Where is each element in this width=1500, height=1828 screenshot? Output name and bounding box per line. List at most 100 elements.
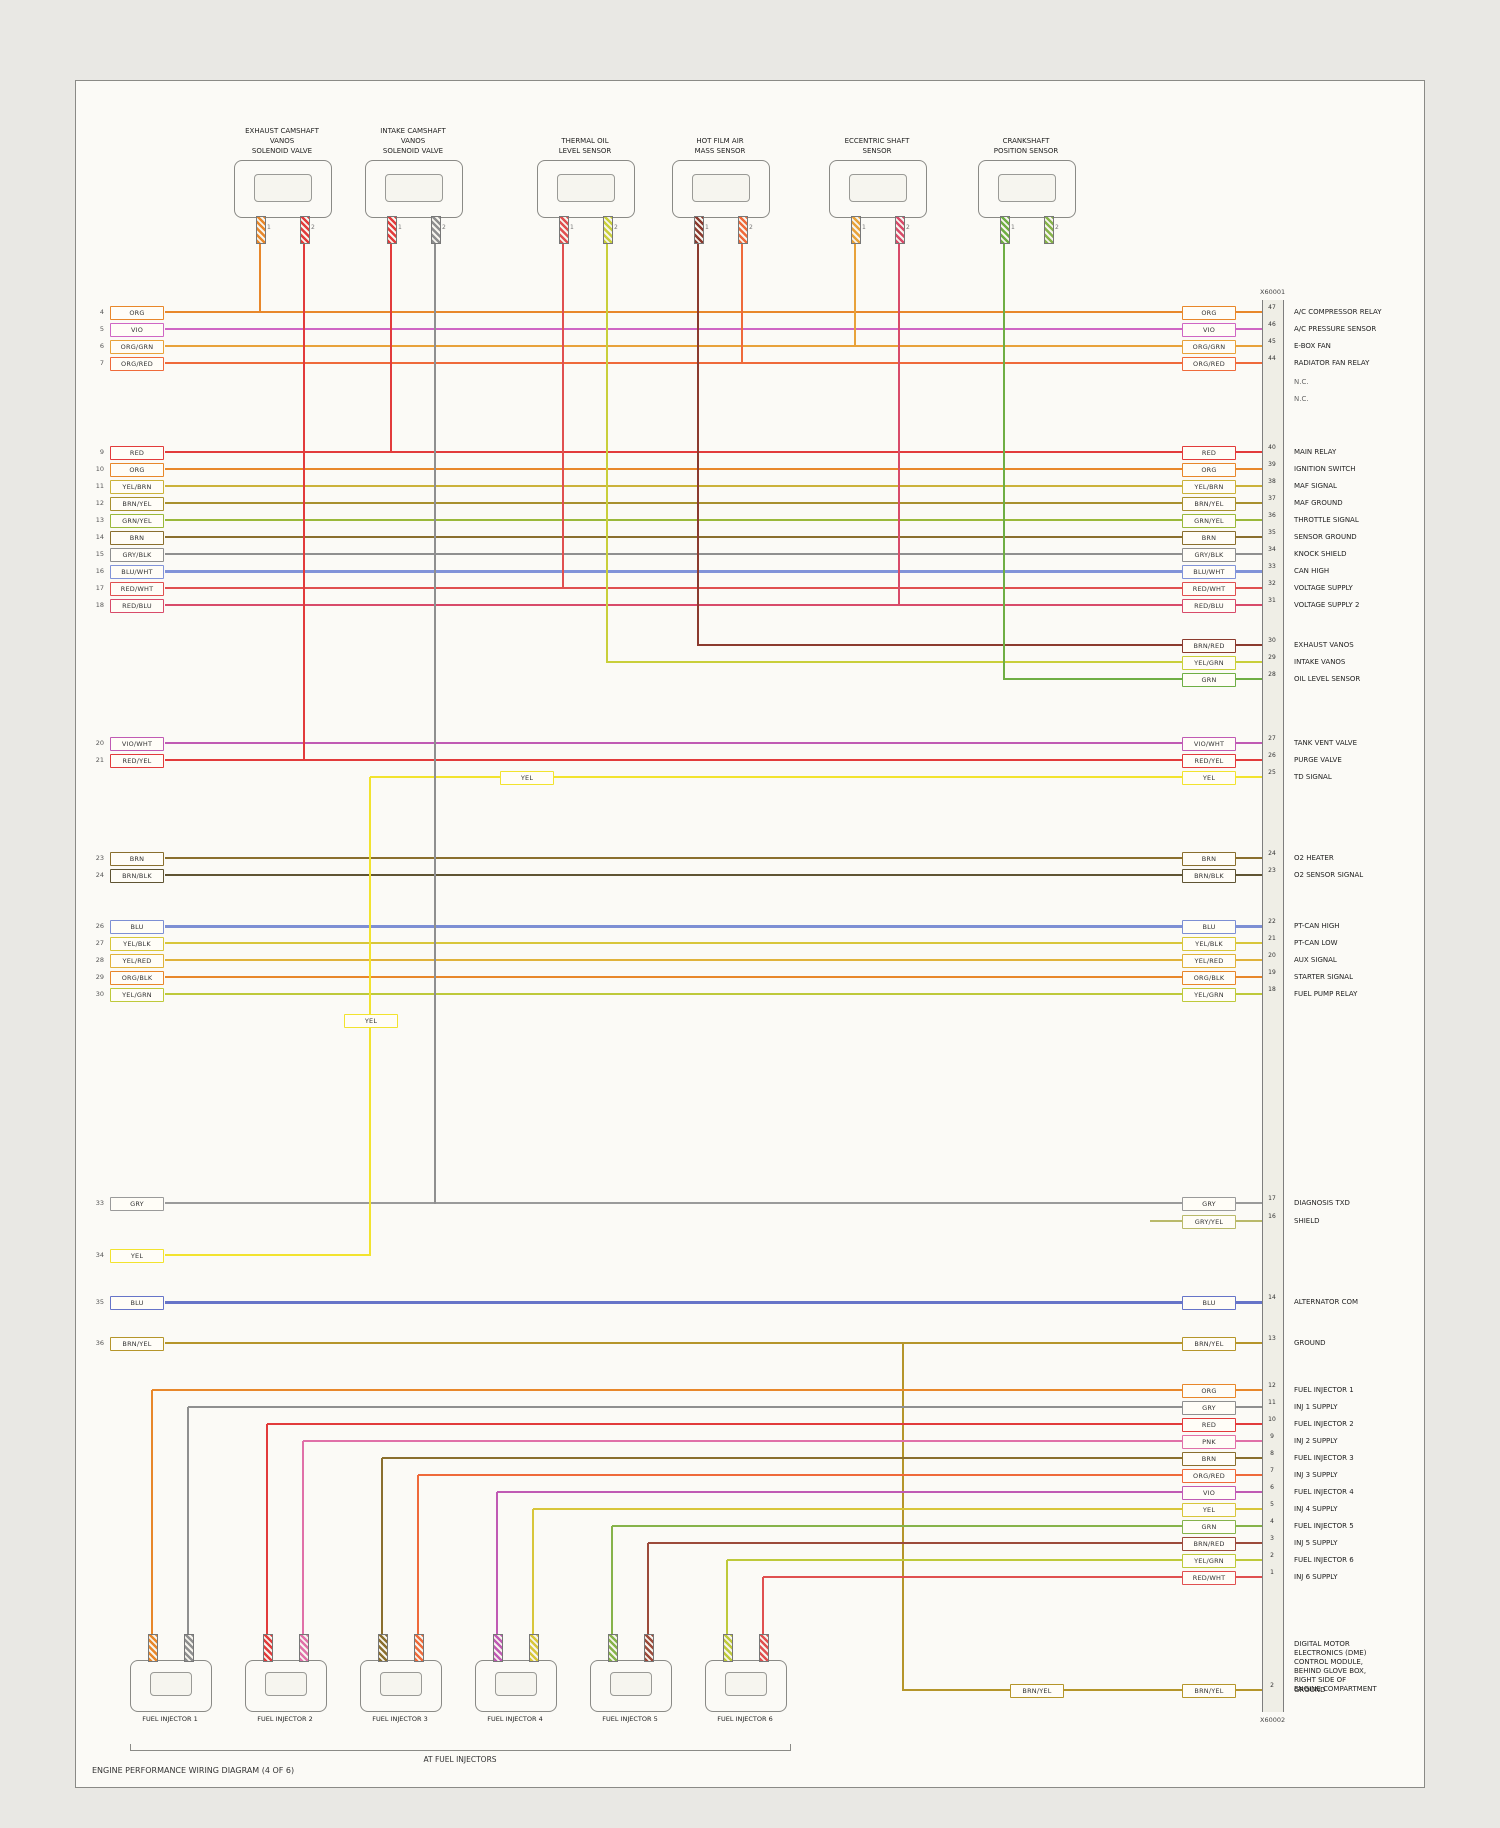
pin-description: FUEL INJECTOR 4: [1294, 1488, 1354, 1496]
wire: [697, 242, 699, 646]
left-pin-number: 12: [95, 499, 104, 507]
component-label: SENSOR: [862, 147, 892, 155]
wire-color-label: GRY/BLK: [1182, 548, 1236, 562]
pin-description: TD SIGNAL: [1294, 773, 1332, 781]
wire: [165, 1301, 1262, 1304]
wire-color-label: RED/YEL: [110, 754, 164, 768]
wire-color-label: RED/BLU: [110, 599, 164, 613]
bus-pin-number: 20: [1268, 952, 1276, 959]
injector-coil-symbol: [380, 1672, 422, 1696]
pin-description: FUEL PUMP RELAY: [1294, 990, 1358, 998]
wire: [417, 1475, 419, 1635]
wire: [434, 242, 436, 1204]
pin-stub: [851, 216, 861, 244]
pin-description: VOLTAGE SUPPLY 2: [1294, 601, 1360, 609]
wire-color-label: BRN: [1182, 1452, 1236, 1466]
pin-stub: [299, 1634, 309, 1662]
wire-color-label: BRN/BLK: [110, 869, 164, 883]
control-module-caption: DIGITAL MOTOR ELECTRONICS (DME) CONTROL MO…: [1294, 1640, 1377, 1694]
pin-description: VOLTAGE SUPPLY: [1294, 584, 1353, 592]
pin-description: PT-CAN LOW: [1294, 939, 1338, 947]
wire-color-label: BLU/WHT: [1182, 565, 1236, 579]
bus-connector-id-bottom: X60002: [1260, 1716, 1286, 1724]
injector-bracket-tick-right: [790, 1744, 791, 1751]
wire-color-label: VIO: [1182, 323, 1236, 337]
pin-description: STARTER SIGNAL: [1294, 973, 1353, 981]
pin-stub: [1044, 216, 1054, 244]
pin-stub: [431, 216, 441, 244]
wire: [902, 1343, 904, 1691]
wire-color-label: BLU: [1182, 1296, 1236, 1310]
pin-description: RADIATOR FAN RELAY: [1294, 359, 1370, 367]
pin-stub: [759, 1634, 769, 1662]
module-caption-line: DIGITAL MOTOR: [1294, 1640, 1350, 1648]
pin-description: FUEL INJECTOR 3: [1294, 1454, 1354, 1462]
pin-description: PT-CAN HIGH: [1294, 922, 1340, 930]
injector-box: [130, 1660, 212, 1712]
wire: [648, 1542, 1262, 1544]
wire: [165, 1254, 370, 1256]
bus-pin-number: 11: [1268, 1399, 1276, 1406]
wire: [267, 1423, 1262, 1425]
component-connector-symbol: [254, 174, 312, 202]
left-pin-number: 10: [95, 465, 104, 473]
pin-description: O2 SENSOR SIGNAL: [1294, 871, 1364, 879]
wire: [165, 536, 1262, 538]
pin-description: INJ 2 SUPPLY: [1294, 1437, 1338, 1445]
bus-pin-number: 2: [1270, 1552, 1274, 1559]
component-connector-symbol: [998, 174, 1056, 202]
bus-pin-number: 36: [1268, 512, 1276, 519]
wire-color-label: BRN: [110, 531, 164, 545]
injector-box: [590, 1660, 672, 1712]
wire: [165, 1202, 1262, 1204]
pin-stub: [738, 216, 748, 244]
wire-color-label: BRN/YEL: [1010, 1684, 1064, 1698]
pin-description: GROUND: [1294, 1339, 1326, 1347]
wire: [370, 776, 1262, 778]
bus-pin-number: 47: [1268, 304, 1276, 311]
component-label: ECCENTRIC SHAFT: [844, 137, 910, 145]
wire-color-label: GRY: [1182, 1401, 1236, 1415]
pin-description: INJ 4 SUPPLY: [1294, 1505, 1338, 1513]
pin-description: TANK VENT VALVE: [1294, 739, 1357, 747]
wire: [165, 742, 1262, 744]
pin-description: A/C COMPRESSOR RELAY: [1294, 308, 1382, 316]
pin-description: ALTERNATOR COM: [1294, 1298, 1359, 1306]
wire: [165, 570, 1262, 573]
pin-stub: [263, 1634, 273, 1662]
wire: [303, 242, 305, 761]
pin-stub: [148, 1634, 158, 1662]
wire-color-label: YEL: [110, 1249, 164, 1263]
left-pin-number: 34: [95, 1251, 104, 1259]
wire-color-label: PNK: [1182, 1435, 1236, 1449]
bus-pin-number: 45: [1268, 338, 1276, 345]
wire-color-label: VIO/WHT: [1182, 737, 1236, 751]
wire: [741, 242, 743, 364]
bus-pin-number: 44: [1268, 355, 1276, 362]
wire-color-label: BRN/YEL: [1182, 1684, 1236, 1698]
wire-color-label: YEL/BRN: [1182, 480, 1236, 494]
left-pin-number: 30: [95, 990, 104, 998]
pin-stub: [559, 216, 569, 244]
left-pin-number: 18: [95, 601, 104, 609]
wire: [165, 553, 1262, 555]
pin-stub: [414, 1634, 424, 1662]
pin-description: INJ 5 SUPPLY: [1294, 1539, 1338, 1547]
wire: [187, 1407, 189, 1635]
wire-color-label: GRY: [1182, 1197, 1236, 1211]
wire-color-label: YEL/GRN: [1182, 1554, 1236, 1568]
component-label: CRANKSHAFT: [1002, 137, 1050, 145]
bus-pin-number: 31: [1268, 597, 1276, 604]
wire-color-label: ORG: [110, 306, 164, 320]
bus-pin-number: 16: [1268, 1213, 1276, 1220]
wire: [165, 328, 1262, 330]
pin-stub: [895, 216, 905, 244]
wire: [165, 587, 1262, 589]
pin-number: 1: [1011, 224, 1015, 231]
wire-color-label: BLU: [1182, 920, 1236, 934]
wire-color-label: ORG/GRN: [110, 340, 164, 354]
bus-pin-number: 26: [1268, 752, 1276, 759]
wire: [390, 242, 392, 453]
wire-color-label: RED: [110, 446, 164, 460]
pin-number: 1: [398, 224, 402, 231]
